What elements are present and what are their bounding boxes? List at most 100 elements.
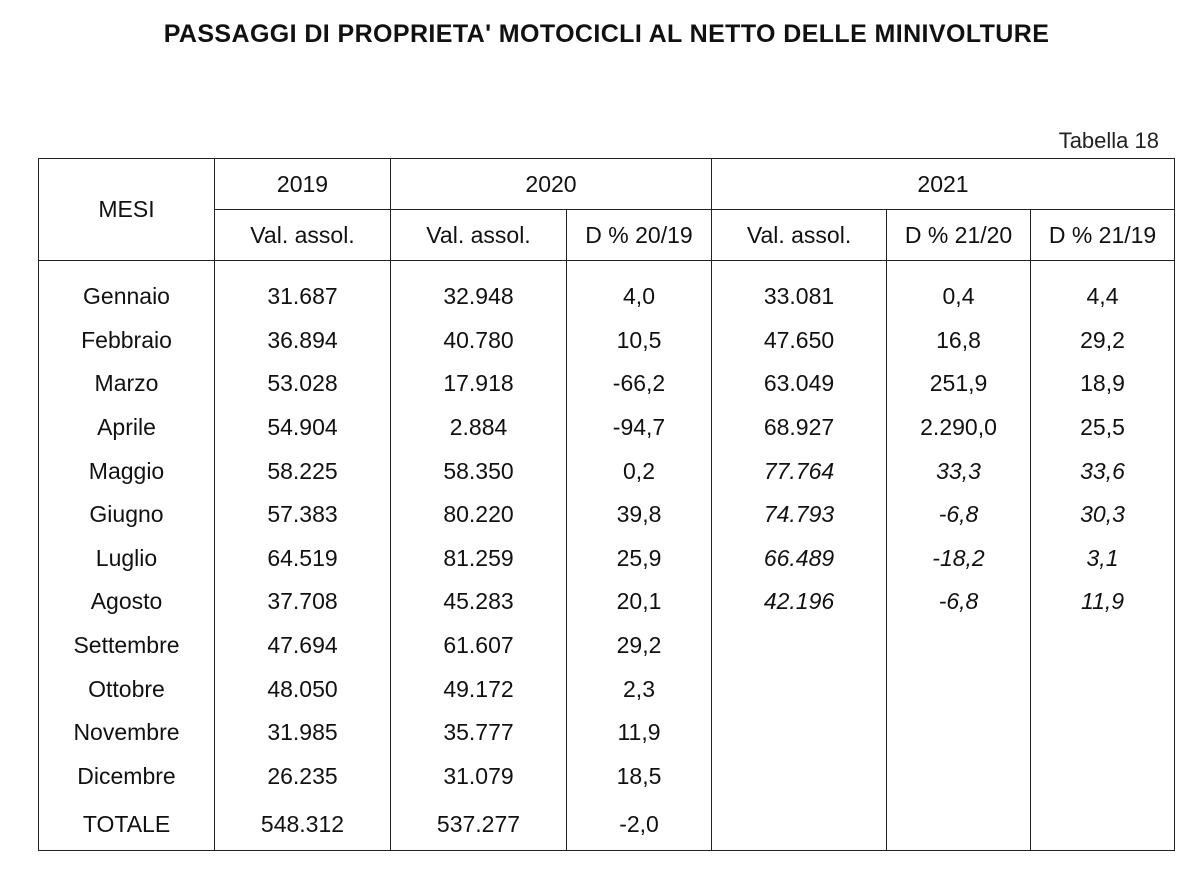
cell-val-2019: 64.519: [214, 536, 391, 581]
cell-d-21-20: 2.290,0: [886, 405, 1032, 450]
cell-val-2019: 47.694: [214, 623, 391, 668]
cell-d-21-20: 251,9: [886, 362, 1032, 406]
table-row: Ottobre 48.050 49.172 2,3: [38, 667, 1176, 711]
cell-val-2021: 68.927: [711, 405, 888, 450]
header-val-2019: Val. assol.: [214, 209, 391, 261]
cell-month: Marzo: [38, 362, 215, 406]
cell-month: Luglio: [38, 536, 215, 581]
cell-val-2021: 77.764: [711, 449, 888, 493]
cell-d-20-19: -2,0: [565, 798, 713, 852]
header-year-2021: 2021: [711, 158, 1176, 210]
cell-val-2019: 36.894: [214, 318, 391, 363]
cell-month: Giugno: [38, 492, 215, 537]
cell-val-2021: [711, 667, 888, 711]
table-row: Aprile 54.904 2.884 -94,7 68.927 2.290,0 25,5: [38, 405, 1176, 450]
cell-month: Aprile: [38, 405, 215, 450]
table-row: Settembre 47.694 61.607 29,2: [38, 623, 1176, 668]
cell-month: Novembre: [38, 710, 215, 755]
cell-val-2021: 74.793: [711, 492, 888, 537]
table-number-label: Tabella 18: [1058, 128, 1159, 153]
cell-d-20-19: 2,3: [565, 667, 713, 711]
cell-d-21-20: -6,8: [886, 492, 1032, 537]
cell-val-2021: 33.081: [711, 260, 888, 319]
cell-d-21-20: 16,8: [886, 318, 1032, 363]
cell-val-2019: 37.708: [214, 580, 391, 624]
cell-val-2019: 53.028: [214, 362, 391, 406]
cell-d-21-19: 30,3: [1030, 492, 1176, 537]
cell-d-20-19: 0,2: [565, 449, 713, 493]
cell-val-2019: 57.383: [214, 492, 391, 537]
cell-d-20-19: 25,9: [565, 536, 713, 581]
cell-d-20-19: 4,0: [565, 260, 713, 319]
cell-month: Dicembre: [38, 754, 215, 799]
cell-d-21-19: 18,9: [1030, 362, 1176, 406]
table-body: Gennaio 31.687 32.948 4,0 33.081 0,4 4,4 Febbra…: [38, 260, 1176, 852]
header-d-21-20: D % 21/20: [886, 209, 1032, 261]
cell-val-2020: 40.780: [390, 318, 567, 363]
cell-month: Agosto: [38, 580, 215, 624]
cell-d-20-19: 11,9: [565, 710, 713, 755]
cell-d-21-19: 25,5: [1030, 405, 1176, 450]
cell-val-2020: 17.918: [390, 362, 567, 406]
table-row: Giugno 57.383 80.220 39,8 74.793 -6,8 30,3: [38, 492, 1176, 537]
header-row-measures: Val. assol. Val. assol. D % 20/19 Val. a…: [39, 209, 1176, 261]
table-row: Luglio 64.519 81.259 25,9 66.489 -18,2 3,1: [38, 536, 1176, 581]
cell-val-2020: 80.220: [390, 492, 567, 537]
cell-d-21-19: 4,4: [1030, 260, 1176, 319]
cell-val-2021: 66.489: [711, 536, 888, 581]
cell-val-2021: 42.196: [711, 580, 888, 624]
cell-d-21-20: 0,4: [886, 260, 1032, 319]
total-row: TOTALE 548.312 537.277 -2,0: [38, 798, 1176, 852]
cell-month: Maggio: [38, 449, 215, 493]
header-val-2020: Val. assol.: [390, 209, 567, 261]
cell-month: TOTALE: [38, 798, 215, 852]
cell-month: Settembre: [38, 623, 215, 668]
header-d-20-19: D % 20/19: [565, 209, 713, 261]
cell-val-2019: 31.985: [214, 710, 391, 755]
table-row: Maggio 58.225 58.350 0,2 77.764 33,3 33,6: [38, 449, 1176, 493]
cell-val-2021: 63.049: [711, 362, 888, 406]
table-row: Dicembre 26.235 31.079 18,5: [38, 754, 1176, 799]
cell-d-21-20: [886, 623, 1032, 668]
cell-d-21-19: 11,9: [1030, 580, 1176, 624]
cell-val-2021: [711, 623, 888, 668]
cell-val-2020: 58.350: [390, 449, 567, 493]
cell-d-21-20: [886, 667, 1032, 711]
header-year-2020: 2020: [389, 158, 713, 210]
cell-d-20-19: 29,2: [565, 623, 713, 668]
table-row: Febbraio 36.894 40.780 10,5 47.650 16,8 29,2: [38, 318, 1176, 363]
cell-d-21-19: [1030, 623, 1176, 668]
cell-month: Ottobre: [38, 667, 215, 711]
cell-val-2020: 81.259: [390, 536, 567, 581]
header-mesi: MESI: [38, 158, 215, 261]
cell-val-2020: 2.884: [390, 405, 567, 450]
table-row: Gennaio 31.687 32.948 4,0 33.081 0,4 4,4: [38, 260, 1176, 319]
cell-d-21-19: [1030, 710, 1176, 755]
cell-val-2020: 61.607: [390, 623, 567, 668]
cell-d-21-19: [1030, 798, 1176, 852]
cell-month: Gennaio: [38, 260, 215, 319]
data-table: MESI 2019 2020 2021 Val. assol. Val. ass…: [38, 158, 1176, 852]
header-val-2021: Val. assol.: [711, 209, 888, 261]
cell-d-21-20: [886, 754, 1032, 799]
cell-d-20-19: -66,2: [565, 362, 713, 406]
cell-d-21-19: 33,6: [1030, 449, 1176, 493]
cell-d-20-19: 20,1: [565, 580, 713, 624]
cell-d-21-20: -18,2: [886, 536, 1032, 581]
cell-d-20-19: 39,8: [565, 492, 713, 537]
cell-d-20-19: 18,5: [565, 754, 713, 799]
cell-d-21-19: 3,1: [1030, 536, 1176, 581]
cell-val-2019: 26.235: [214, 754, 391, 799]
cell-val-2020: 45.283: [390, 580, 567, 624]
cell-val-2020: 32.948: [390, 260, 567, 319]
cell-val-2020: 31.079: [390, 754, 567, 799]
cell-val-2020: 49.172: [390, 667, 567, 711]
cell-val-2019: 48.050: [214, 667, 391, 711]
cell-val-2019: 31.687: [214, 260, 391, 319]
cell-val-2019: 58.225: [214, 449, 391, 493]
cell-d-21-20: 33,3: [886, 449, 1032, 493]
cell-val-2020: 537.277: [390, 798, 567, 852]
cell-val-2019: 548.312: [214, 798, 391, 852]
header-year-2019: 2019: [214, 158, 391, 210]
table-row: Novembre 31.985 35.777 11,9: [38, 710, 1176, 755]
